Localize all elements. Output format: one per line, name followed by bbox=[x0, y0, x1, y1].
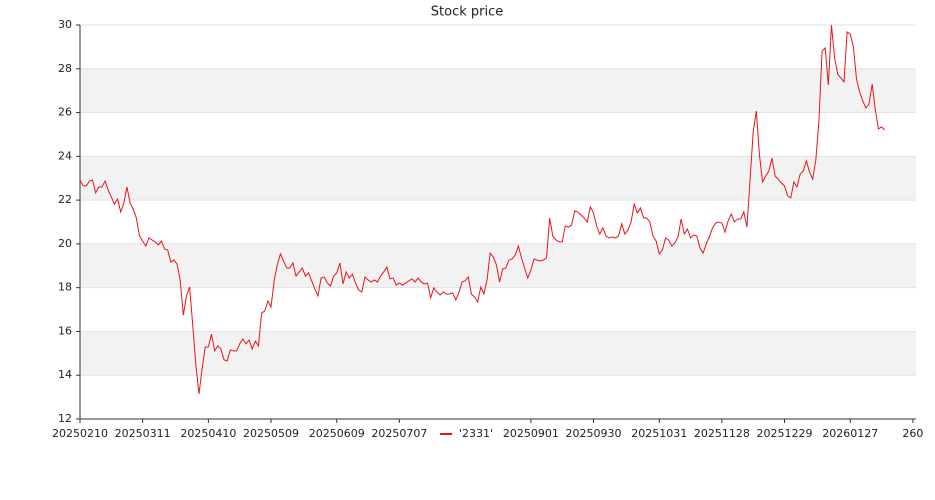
x-tick-label: 20250901 bbox=[503, 427, 559, 440]
y-tick-label: 22 bbox=[58, 193, 72, 206]
y-tick-label: 18 bbox=[58, 281, 72, 294]
x-tick-label: 20251128 bbox=[694, 427, 750, 440]
y-tick-label: 30 bbox=[58, 18, 72, 31]
x-tick-label: 20250410 bbox=[180, 427, 236, 440]
y-tick-label: 24 bbox=[58, 149, 72, 162]
grid-band bbox=[80, 68, 916, 113]
x-tick-label: 20250311 bbox=[115, 427, 171, 440]
grid-band bbox=[80, 243, 916, 288]
x-tick-label: 20250509 bbox=[243, 427, 299, 440]
legend-background bbox=[436, 426, 496, 442]
y-tick-label: 26 bbox=[58, 106, 72, 119]
x-tick-label: 260 bbox=[902, 427, 923, 440]
grid-band bbox=[80, 331, 916, 376]
series-line bbox=[79, 24, 886, 395]
y-tick-label: 14 bbox=[58, 368, 72, 381]
x-tick-label: 20251229 bbox=[756, 427, 812, 440]
x-tick-label: 20251031 bbox=[631, 427, 687, 440]
x-tick-label: 20250609 bbox=[309, 427, 365, 440]
grid-band bbox=[80, 156, 916, 201]
y-tick-label: 12 bbox=[58, 412, 72, 425]
x-tick-label: 20250930 bbox=[565, 427, 621, 440]
y-tick-label: 20 bbox=[58, 237, 72, 250]
x-tick-label: 20250210 bbox=[52, 427, 108, 440]
legend: '2331' bbox=[436, 426, 496, 442]
legend-label: '2331' bbox=[459, 427, 493, 440]
x-tick-label: 20260127 bbox=[822, 427, 878, 440]
y-tick-label: 28 bbox=[58, 62, 72, 75]
x-tick-label: 20250707 bbox=[371, 427, 427, 440]
y-tick-label: 16 bbox=[58, 324, 72, 337]
chart-title: Stock price bbox=[431, 5, 503, 20]
